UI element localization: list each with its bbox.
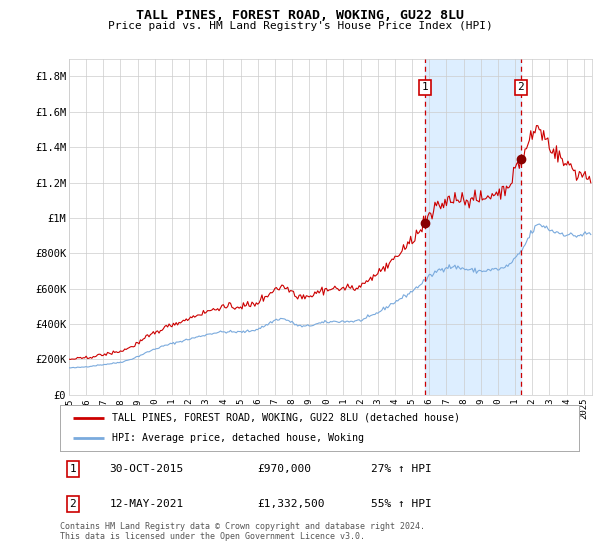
Text: £970,000: £970,000 xyxy=(257,464,311,474)
Text: 2: 2 xyxy=(517,82,524,92)
Text: HPI: Average price, detached house, Woking: HPI: Average price, detached house, Woki… xyxy=(112,433,364,444)
Text: 2: 2 xyxy=(70,499,76,509)
Text: 30-OCT-2015: 30-OCT-2015 xyxy=(109,464,184,474)
Text: 12-MAY-2021: 12-MAY-2021 xyxy=(109,499,184,509)
Text: 1: 1 xyxy=(422,82,428,92)
Text: 1: 1 xyxy=(70,464,76,474)
Bar xyxy=(425,59,521,395)
Text: 55% ↑ HPI: 55% ↑ HPI xyxy=(371,499,432,509)
Text: Contains HM Land Registry data © Crown copyright and database right 2024.
This d: Contains HM Land Registry data © Crown c… xyxy=(60,522,425,542)
Text: Price paid vs. HM Land Registry's House Price Index (HPI): Price paid vs. HM Land Registry's House … xyxy=(107,21,493,31)
Text: TALL PINES, FOREST ROAD, WOKING, GU22 8LU (detached house): TALL PINES, FOREST ROAD, WOKING, GU22 8L… xyxy=(112,413,460,423)
Text: 27% ↑ HPI: 27% ↑ HPI xyxy=(371,464,432,474)
Text: £1,332,500: £1,332,500 xyxy=(257,499,325,509)
Text: TALL PINES, FOREST ROAD, WOKING, GU22 8LU: TALL PINES, FOREST ROAD, WOKING, GU22 8L… xyxy=(136,9,464,22)
